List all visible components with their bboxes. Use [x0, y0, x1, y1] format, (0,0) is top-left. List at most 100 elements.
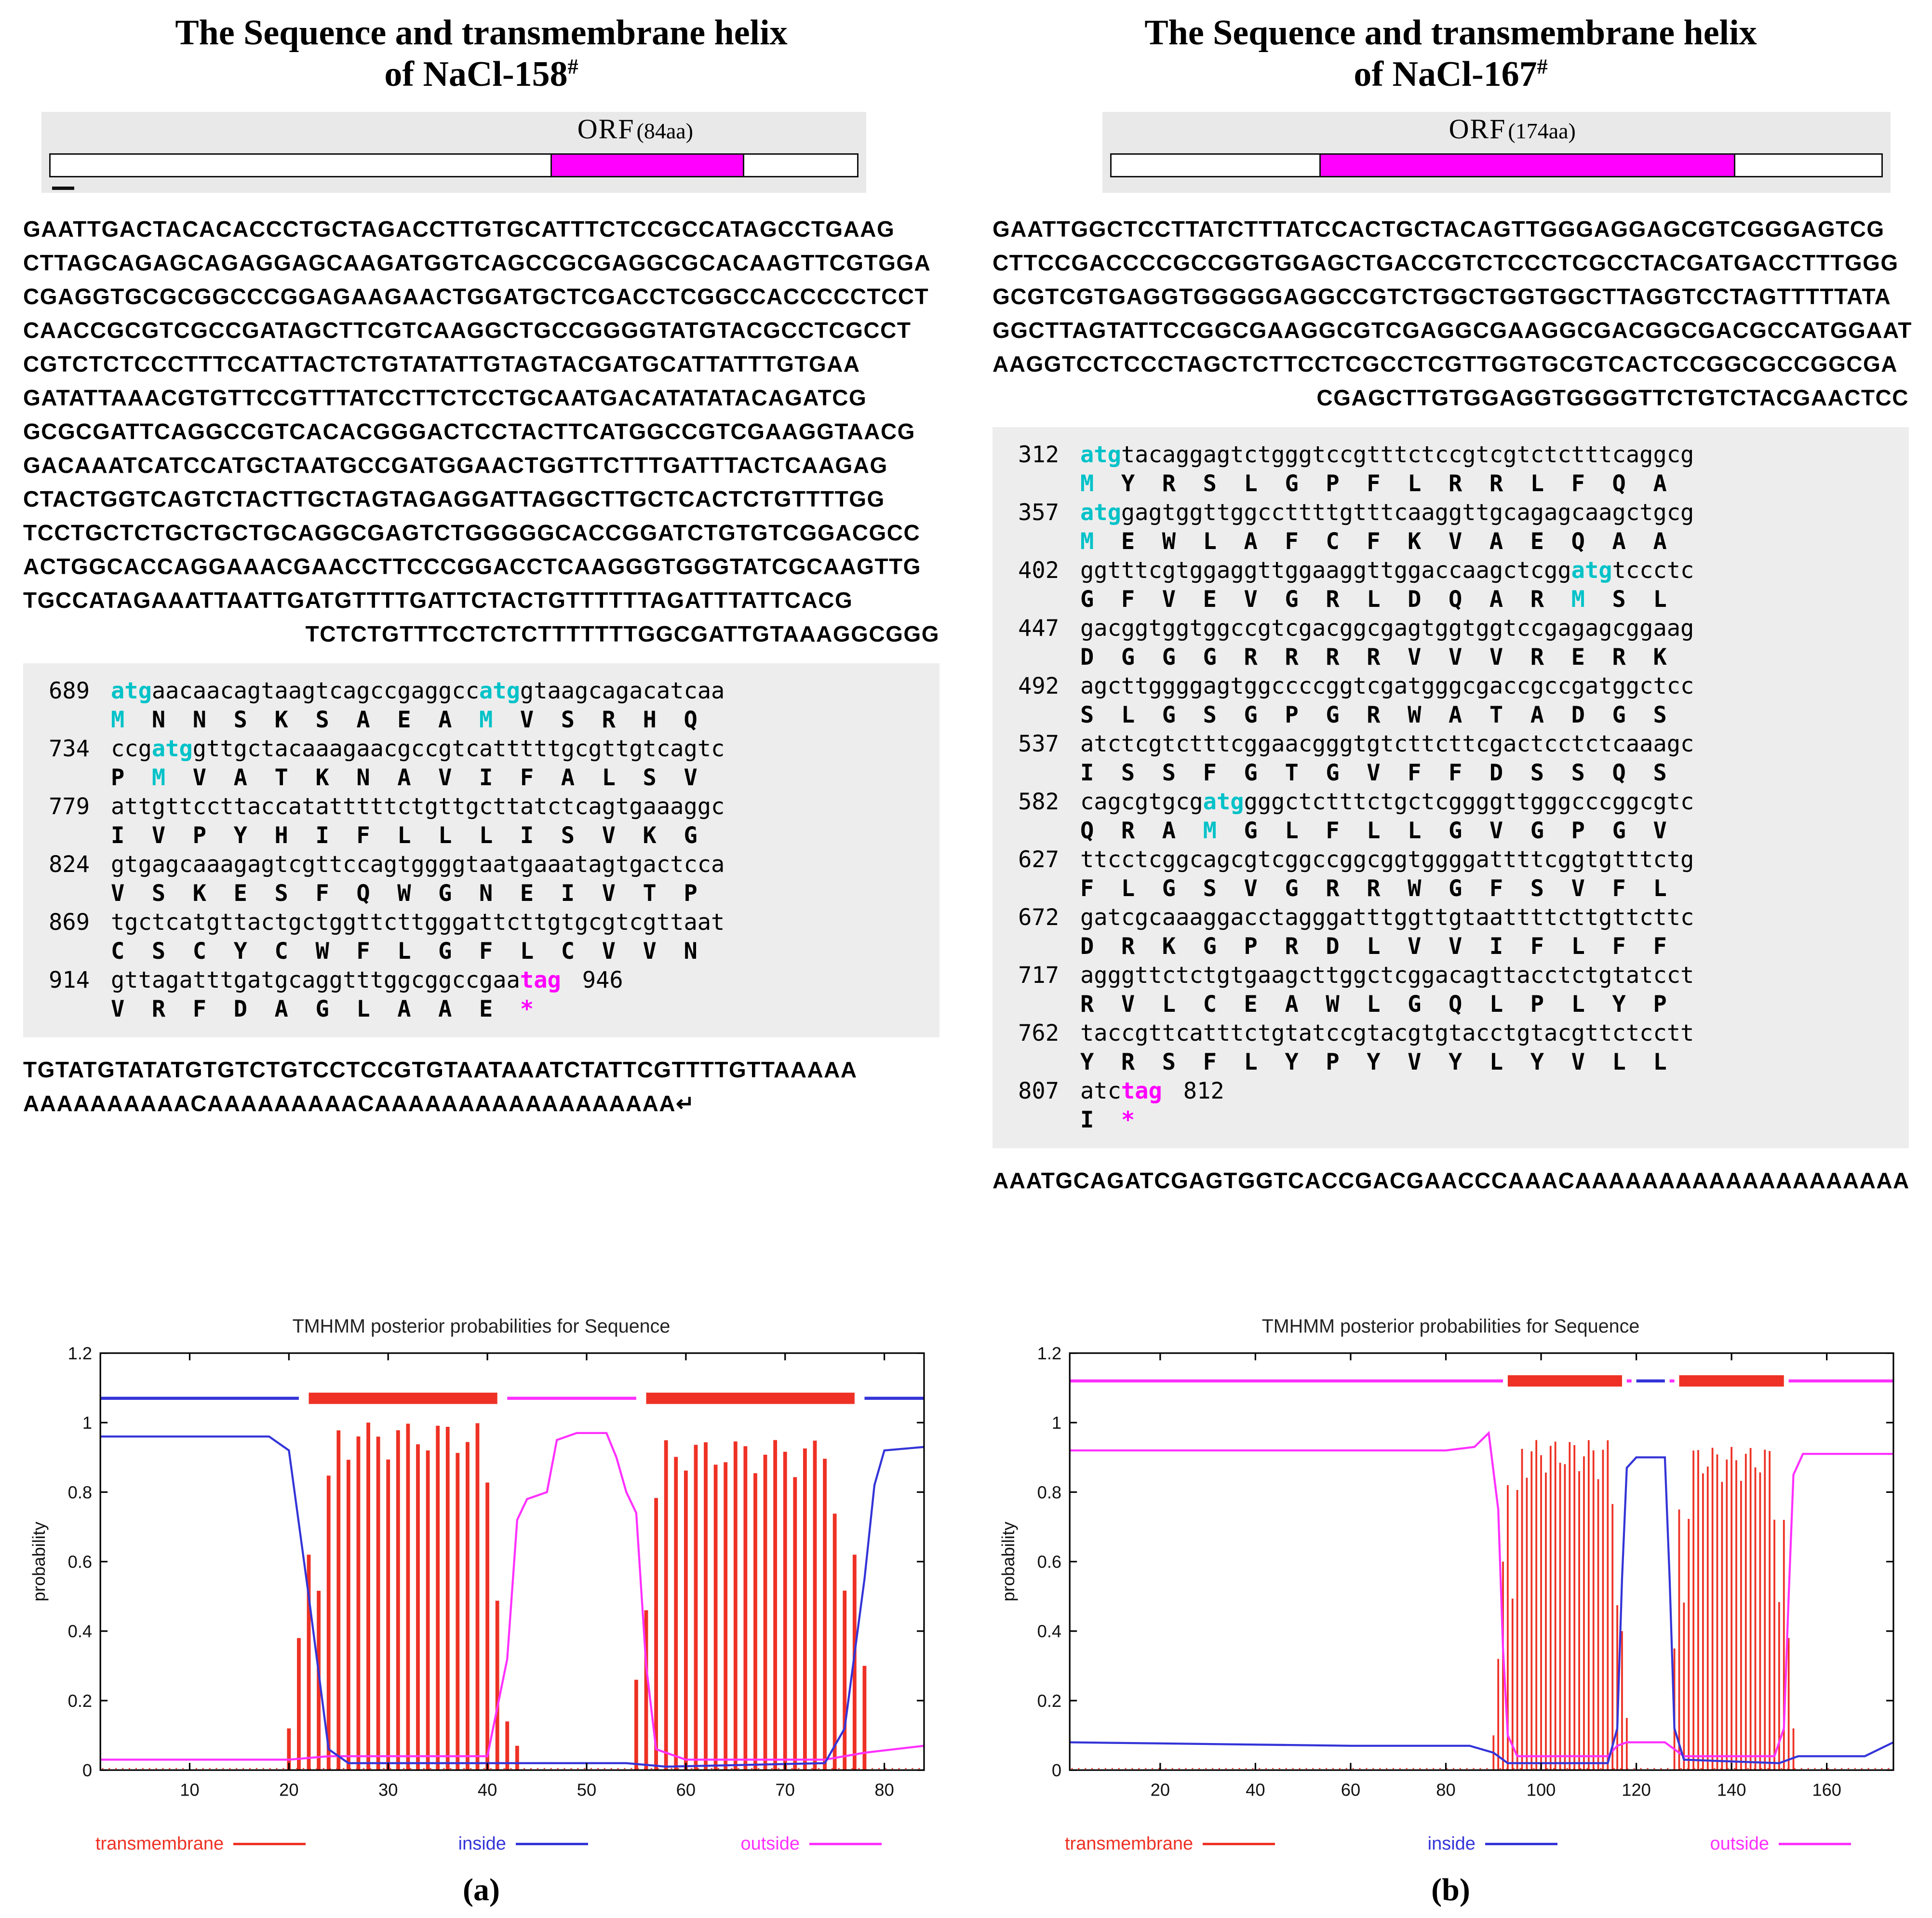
legend-line-swatch	[1779, 1843, 1851, 1845]
sequence-line: GCGCGATTCAGGCCGTCACACGGGACTCCTACTTCATGGC…	[23, 418, 915, 444]
sequence-line: TGCCATAGAAATTAATTGATGTTTTGATTCTACTGTTTTT…	[23, 587, 853, 613]
panel-a-title: The Sequence and transmembrane helix of …	[23, 13, 939, 95]
orf-aminoacid-line: D G G G R R R R V V V R E R K	[1080, 644, 1667, 671]
svg-text:40: 40	[478, 1780, 497, 1799]
sequence-line: GGCTTAGTATTCCGGCGAAGGCGTCGAGGCGAAGGCGACG…	[993, 317, 1912, 343]
legend-line-swatch	[1485, 1843, 1557, 1845]
orf-diagram: ORF (84aa)	[41, 111, 866, 193]
svg-text:0.4: 0.4	[1037, 1621, 1061, 1641]
orf-translation-block: 689 atgaacaacagtaagtcagccgaggccatggtaagca…	[23, 663, 939, 1037]
orf-nucleotide-line: 582 cagcgtgcgatggggctctttctgctcggggttgggc…	[1018, 788, 1694, 815]
sequence-line: AAAAAAAAAACAAAAAAAAACAAAAAAAAAAAAAAAAAA↵	[23, 1090, 696, 1116]
orf-bar	[1110, 153, 1883, 177]
sequence-top-block: GAATTGGCTCCTTATCTTTATCCACTGCTACAGTTGGGAG…	[993, 212, 1912, 415]
orf-label: ORF (84aa)	[577, 113, 693, 145]
sequence-bottom-block: AAATGCAGATCGAGTGGTCACCGACGAACCCAAACAAAAA…	[993, 1164, 1909, 1197]
orf-aminoacid-line: I *	[1080, 1106, 1135, 1133]
legend-line-swatch	[233, 1843, 306, 1845]
sequence-line: AAATGCAGATCGAGTGGTCACCGACGAACCCAAACAAAAA…	[993, 1167, 1910, 1193]
svg-text:0.8: 0.8	[68, 1482, 92, 1502]
orf-aminoacid-line: F L G S V G R R W G F S V F L	[1080, 875, 1667, 902]
sequence-line: CTTAGCAGAGCAGAGGAGCAAGATGGTCAGCCGCGAGGCG…	[23, 250, 931, 275]
orf-aminoacid-line: M Y R S L G P F L R R L F Q A	[1080, 470, 1667, 497]
orf-aminoacid-line: G F V E V G R L D Q A R M S L	[1080, 586, 1667, 613]
svg-text:0: 0	[1052, 1760, 1061, 1780]
legend-line-swatch	[515, 1843, 588, 1845]
svg-text:0.8: 0.8	[1037, 1482, 1061, 1502]
legend-line-swatch	[809, 1843, 882, 1845]
orf-aminoacid-line: Q R A M G L F L L G V G P G V	[1080, 817, 1667, 844]
legend-label: transmembrane	[95, 1834, 224, 1854]
orf-nucleotide-line: 717 agggttctctgtgaagcttggctcggacagttacctc…	[1018, 962, 1694, 989]
title-superscript: #	[567, 54, 578, 79]
orf-nucleotide-line: 824 gtgagcaaagagtcgttccagtggggtaatgaaatag…	[49, 851, 725, 878]
panel-a: The Sequence and transmembrane helix of …	[23, 13, 939, 1908]
sequence-line: CAACCGCGTCGCCGATAGCTTCGTCAAGGCTGCCGGGGTA…	[23, 317, 912, 343]
title-line-1: The Sequence and transmembrane helix	[175, 13, 788, 53]
svg-text:probability: probability	[29, 1521, 49, 1601]
sequence-line: TCCTGCTCTGCTGCTGCAGGCGAGTCTGGGGGCACCGGAT…	[23, 520, 921, 545]
svg-text:30: 30	[378, 1780, 398, 1799]
orf-label: ORF (174aa)	[1449, 113, 1576, 145]
svg-text:1.2: 1.2	[68, 1343, 92, 1363]
panel-label-b: (b)	[1431, 1872, 1470, 1907]
orf-diagram: ORF (174aa)	[1102, 111, 1891, 193]
orf-nucleotide-line: 537 atctcgtctttcggaacgggtgtcttcttcgactcct…	[1018, 730, 1694, 757]
orf-nucleotide-line: 734 ccgatggttgctacaaagaacgccgtcatttttgcgt…	[49, 735, 725, 762]
orf-start-tick	[52, 186, 75, 190]
svg-text:10: 10	[180, 1780, 199, 1799]
svg-text:1.2: 1.2	[1037, 1343, 1061, 1363]
svg-text:1: 1	[1052, 1413, 1061, 1433]
svg-text:140: 140	[1717, 1780, 1746, 1799]
svg-text:TMHMM posterior probabilities: TMHMM posterior probabilities for Sequen…	[293, 1315, 671, 1337]
panel-b-title: The Sequence and transmembrane helix of …	[993, 13, 1909, 95]
orf-word: ORF	[1449, 113, 1506, 145]
svg-text:20: 20	[1151, 1780, 1170, 1799]
orf-nucleotide-line: 672 gatcgcaaaggacctagggatttggttgtaattttct…	[1018, 904, 1694, 931]
orf-aminoacid-line: M E W L A F C F K V A E Q A A	[1080, 528, 1667, 555]
orf-nucleotide-line: 779 attgttccttaccatatttttctgttgcttatctcag…	[49, 793, 725, 820]
title-line-1: The Sequence and transmembrane helix	[1144, 13, 1757, 53]
sequence-line: GAATTGGCTCCTTATCTTTATCCACTGCTACAGTTGGGAG…	[993, 216, 1885, 241]
svg-text:1: 1	[82, 1413, 92, 1433]
tmhmm-section: TMHMM posterior probabilities for Sequen…	[993, 1306, 1909, 1854]
sequence-line: TGTATGTATATGTGTCTGTCCTCCGTGTAATAAATCTATT…	[23, 1057, 858, 1082]
orf-nucleotide-line: 689 atgaacaacagtaagtcagccgaggccatggtaagca…	[49, 677, 725, 704]
sequence-line: GCGTCGTGAGGTGGGGGAGGCCGTCTGGCTGGTGGCTTAG…	[993, 283, 1892, 309]
svg-text:20: 20	[279, 1780, 298, 1799]
orf-aa-count: (174aa)	[1508, 118, 1576, 143]
orf-aminoacid-line: V S K E S F Q W G N E I V T P	[111, 880, 698, 907]
svg-text:160: 160	[1812, 1780, 1841, 1799]
sequence-line: GATATTAAACGTGTTCCGTTTATCCTTCTCCTGCAATGAC…	[23, 385, 867, 410]
legend-item-inside: inside	[458, 1834, 588, 1854]
svg-text:100: 100	[1527, 1780, 1556, 1799]
sequence-line: GAATTGACTACACACCCTGCTAGACCTTGTGCATTTCTCC…	[23, 216, 895, 241]
orf-nucleotide-line: 312 atgtacaggagtctgggtccgtttctccgtcgtctct…	[1018, 441, 1694, 468]
orf-nucleotide-line: 447 gacggtggtggccgtcgacggcgagtggtggtccgag…	[1018, 615, 1694, 642]
sequence-line: CGTCTCTCCCTTTCCATTACTCTGTATATTGTAGTACGAT…	[23, 351, 860, 376]
orf-nucleotide-line: 492 agcttggggagtggccccggtcgatgggcgaccgccg…	[1018, 672, 1694, 699]
legend-label: inside	[458, 1834, 506, 1854]
orf-aminoacid-line: I S S F G T G V F F D S S Q S	[1080, 759, 1667, 786]
legend-line-swatch	[1203, 1843, 1275, 1845]
svg-text:TMHMM posterior probabilities: TMHMM posterior probabilities for Sequen…	[1262, 1315, 1640, 1337]
orf-nucleotide-line: 914 gttagatttgatgcaggtttggcggccgaatag 946	[49, 966, 623, 993]
orf-aminoacid-line: I V P Y H I F L L L I S V K G	[111, 822, 698, 849]
legend-item-inside: inside	[1428, 1834, 1557, 1854]
svg-text:0.4: 0.4	[68, 1621, 92, 1641]
legend-item-outside: outside	[1710, 1834, 1851, 1854]
svg-text:0: 0	[82, 1760, 92, 1780]
svg-text:0.6: 0.6	[1037, 1552, 1061, 1571]
svg-text:120: 120	[1622, 1780, 1651, 1799]
orf-bar	[49, 153, 859, 177]
orf-aminoacid-line: V R F D A G L A A E *	[111, 995, 534, 1022]
sequence-line: CGAGGTGCGCGGCCCGGAGAAGAACTGGATGCTCGACCTC…	[23, 283, 929, 309]
svg-text:50: 50	[577, 1780, 596, 1799]
tmhmm-chart-a: TMHMM posterior probabilities for Sequen…	[23, 1306, 939, 1832]
orf-aminoacid-line: D R K G P R D L V V I F L F F	[1080, 933, 1667, 960]
orf-aminoacid-line: Y R S F L Y P Y V Y L Y V L L	[1080, 1048, 1667, 1075]
panel-label-a: (a)	[463, 1872, 500, 1907]
sequence-line: CTTCCGACCCCGCCGGTGGAGCTGACCGTCTCCCTCGCCT…	[993, 250, 1899, 275]
svg-text:40: 40	[1246, 1780, 1265, 1799]
legend-label: transmembrane	[1065, 1834, 1194, 1854]
